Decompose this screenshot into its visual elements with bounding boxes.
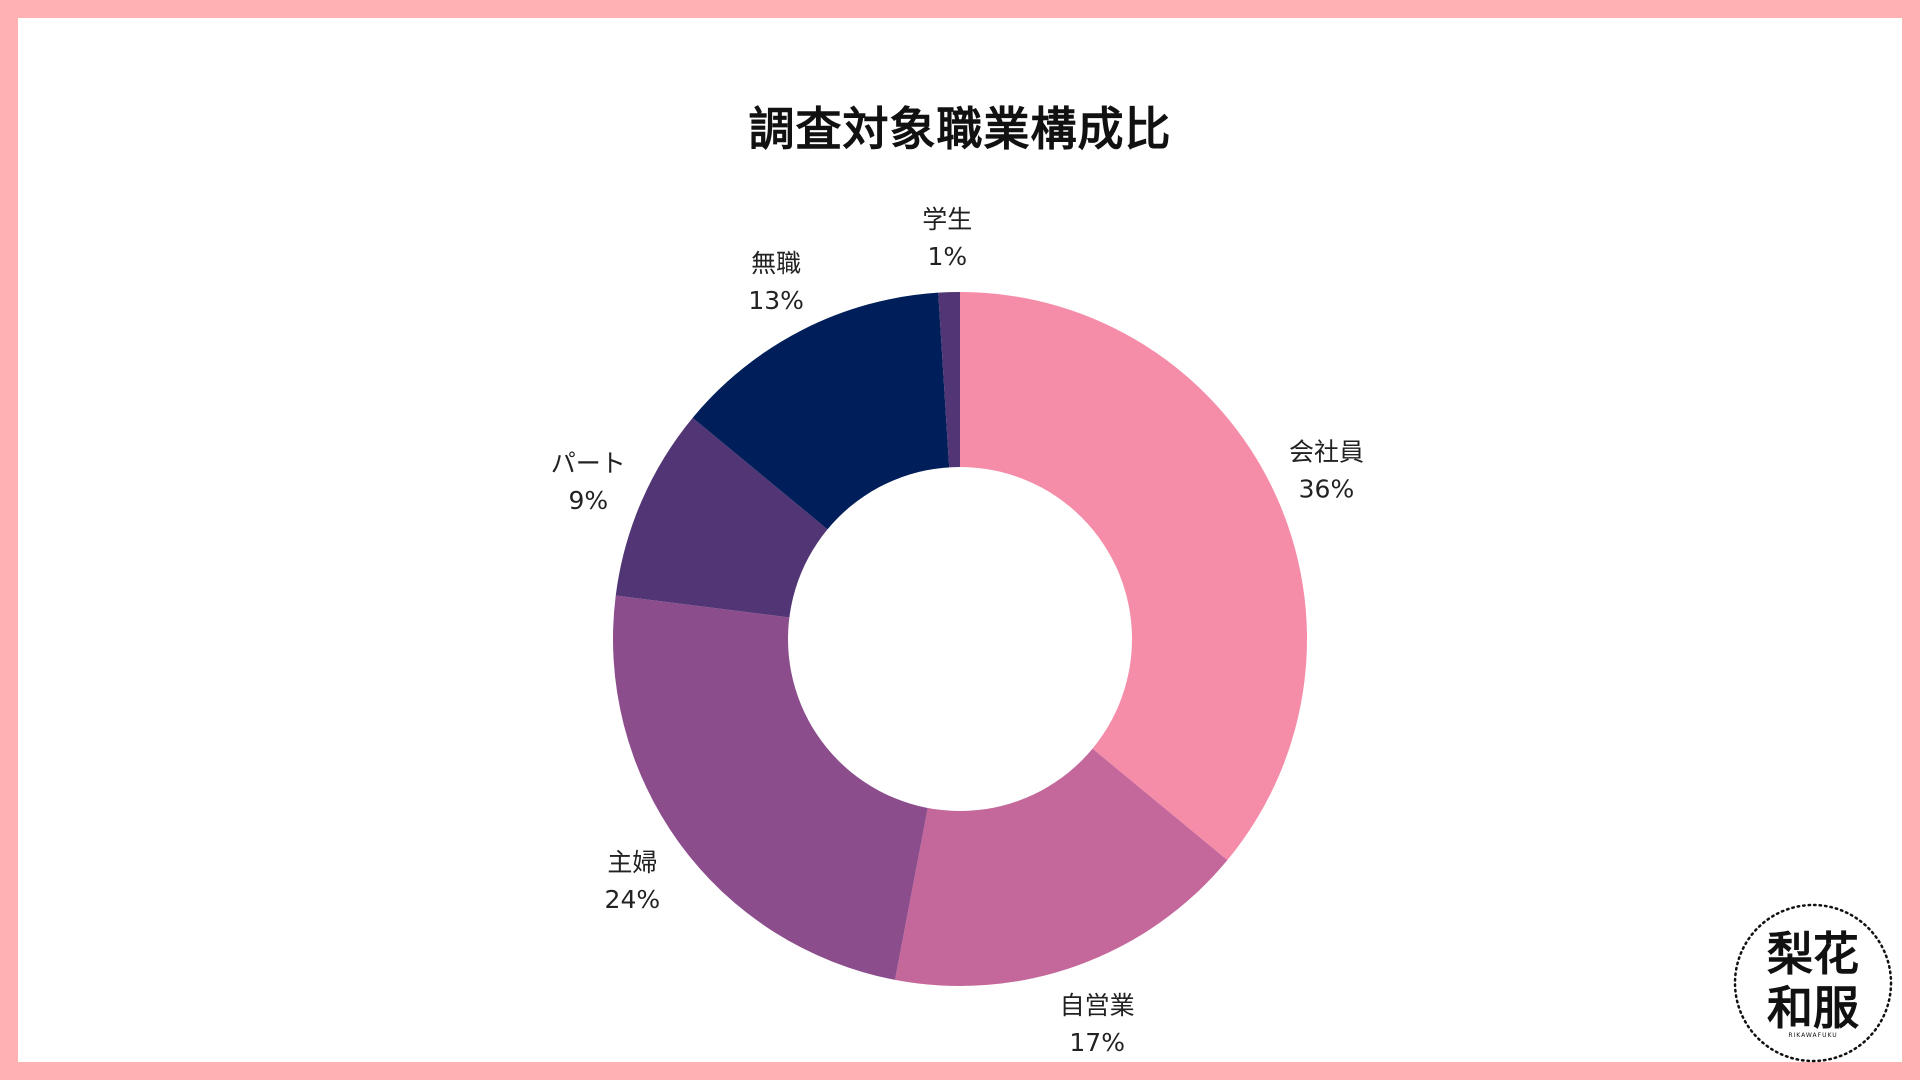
slice-value-label: 17% (1069, 1028, 1125, 1057)
slice-value-label: 13% (748, 286, 804, 315)
slice-category-label: 主婦 (607, 848, 657, 877)
donut-hole (788, 467, 1132, 811)
logo-small-text: RIKAWAFUKU (1788, 1032, 1837, 1039)
slice-value-label: 36% (1299, 475, 1355, 504)
slice-category-label: パート (551, 449, 626, 478)
logo-text-bottom: 和服 (1767, 981, 1859, 1035)
chart-title: 調査対象職業構成比 (748, 102, 1172, 156)
slice-0 (960, 292, 1307, 861)
slice-value-label: 24% (605, 885, 661, 914)
chart-labels: 会社員 36% 自営業 17% 主婦 24% パート 9% 無職 13% 学生 1% (551, 205, 1364, 1057)
slice-value-label: 1% (927, 242, 967, 271)
donut-chart: 会社員 36% 自営業 17% 主婦 24% パート 9% 無職 13% 学生 1% (551, 205, 1364, 1057)
logo-text-top: 梨花 (1767, 927, 1859, 981)
chart-card: 調査対象職業構成比 会社員 36% 自営業 17% 主婦 24% パート 9% 無職 13% 学生 1… (18, 18, 1902, 1063)
slice-category-label: 会社員 (1289, 438, 1364, 467)
slice-value-label: 9% (568, 486, 608, 515)
slice-category-label: 自営業 (1060, 991, 1135, 1020)
slice-category-label: 無職 (751, 249, 801, 278)
slice-category-label: 学生 (922, 205, 972, 234)
brand-logo: 梨花 和服 RIKAWAFUKU (1733, 903, 1893, 1063)
